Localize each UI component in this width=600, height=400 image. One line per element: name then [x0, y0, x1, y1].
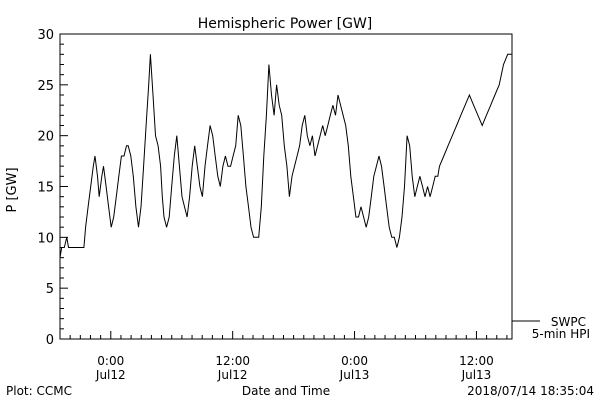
x-axis-label: Date and Time: [242, 384, 330, 398]
y-tick-label: 30: [37, 28, 54, 43]
series-line-swpc: [59, 53, 512, 258]
x-tick-time-label: 0:00: [341, 354, 368, 368]
y-tick-label: 10: [37, 231, 54, 246]
plot-frame: [59, 33, 513, 340]
legend-entry-hpi: 5-min HPI: [532, 327, 590, 341]
footer-plot-credit: Plot: CCMC: [6, 384, 72, 398]
chart-title: Hemispheric Power [GW]: [198, 16, 373, 32]
y-tick-label: 15: [37, 181, 54, 196]
x-tick-time-label: 12:00: [215, 354, 250, 368]
y-axis-label: P [GW]: [5, 167, 20, 212]
x-tick-date-label: Jul13: [339, 368, 370, 382]
legend: SWPC 5-min HPI: [511, 315, 590, 341]
y-tick-label: 0: [46, 333, 54, 348]
y-tick-label: 25: [37, 79, 54, 94]
x-tick-date-label: Jul12: [217, 368, 248, 382]
footer-timestamp: 2018/07/14 18:35:04: [467, 384, 594, 398]
legend-entry-swpc: SWPC: [551, 315, 586, 329]
y-axis-ticks: 0 5 10 15 20 25 30: [37, 28, 68, 348]
x-tick-date-label: Jul12: [95, 368, 126, 382]
x-tick-date-label: Jul13: [461, 368, 492, 382]
x-tick-time-label: 0:00: [97, 354, 124, 368]
x-tick-time-label: 12:00: [459, 354, 494, 368]
y-tick-label: 20: [37, 130, 54, 145]
y-tick-label: 5: [46, 282, 54, 297]
